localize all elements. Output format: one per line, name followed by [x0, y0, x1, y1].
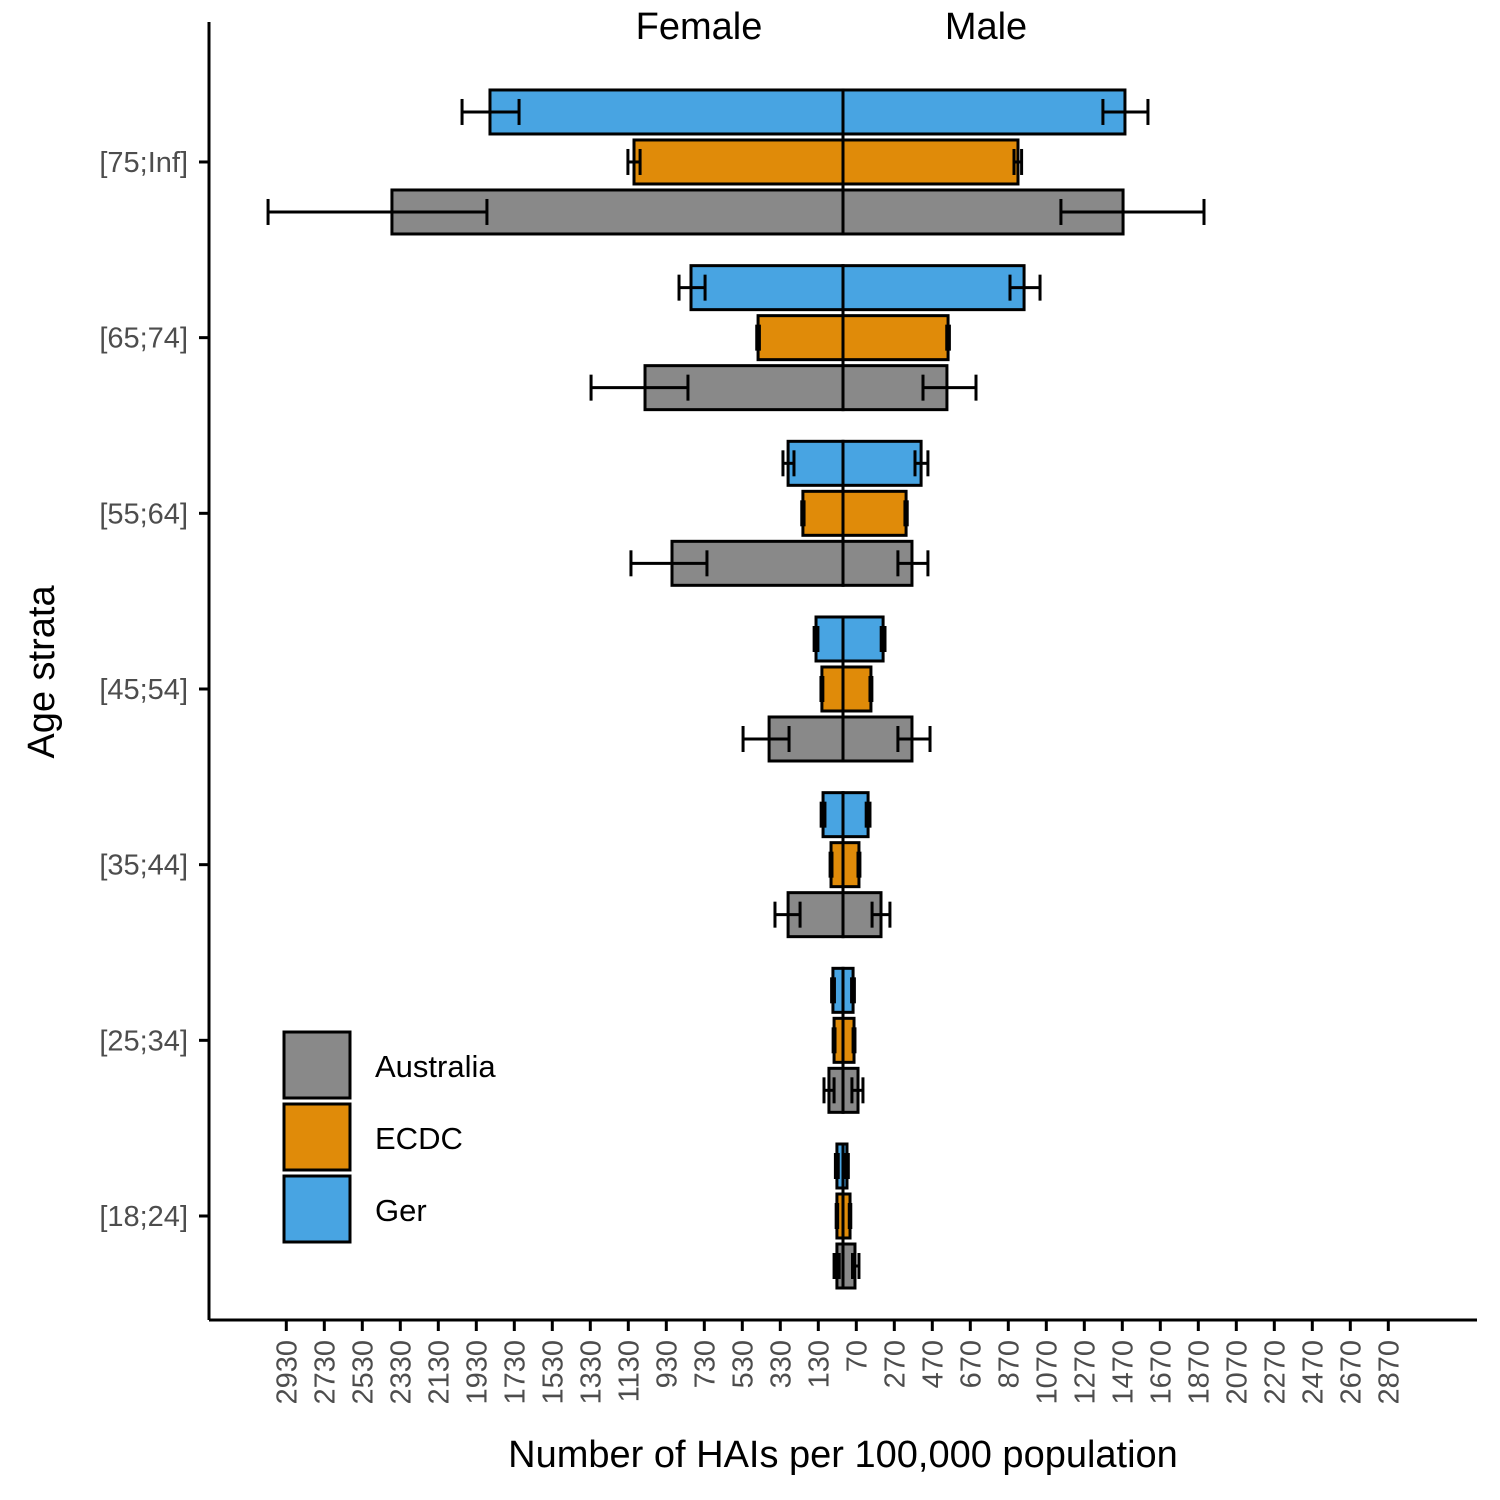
x-tick-label: 2670: [1335, 1340, 1367, 1405]
x-ticks: 2930 2730 2530 2330 2130 1930 1730 1530 1330 1130…: [271, 1320, 1405, 1405]
bar-male-ger: [841, 615, 885, 663]
male-label: Male: [945, 6, 1027, 48]
x-tick-label: 930: [651, 1340, 683, 1388]
bar-female-ger: [689, 264, 845, 312]
x-tick-label: 70: [841, 1340, 873, 1372]
x-tick-label: 2730: [309, 1340, 341, 1405]
legend-key-ecdc: [282, 1102, 352, 1172]
bar-female-ecdc: [801, 489, 845, 537]
bar-male-ger: [841, 88, 1127, 136]
bar-female-ecdc: [632, 138, 845, 186]
y-tick-label: [65;74]: [99, 323, 188, 355]
x-tick-label: 1470: [1107, 1340, 1139, 1405]
y-ticks: [18;24] [25;34] [35;44] [45;54] [55;64] [65;7…: [99, 147, 209, 1233]
bar-male-ecdc: [841, 665, 873, 713]
x-tick-label: 2130: [423, 1340, 455, 1405]
legend-key-ger: [282, 1174, 352, 1244]
bar-male-ger: [841, 439, 923, 487]
x-tick-label: 1870: [1183, 1340, 1215, 1405]
x-tick-label: 1530: [537, 1340, 569, 1405]
y-tick-label: [35;44]: [99, 850, 188, 882]
legend-key-australia: [282, 1030, 352, 1100]
y-tick-label: [75;Inf]: [99, 147, 188, 179]
x-tick-label: 2270: [1259, 1340, 1291, 1405]
bar-male-ger: [841, 264, 1026, 312]
bar-male-ger: [841, 791, 870, 839]
axes-layer: [207, 22, 1477, 1322]
female-label: Female: [636, 6, 763, 48]
bar-female-ecdc: [756, 314, 845, 362]
y-axis-title: Age strata: [21, 585, 63, 759]
bar-female-ger: [488, 88, 845, 136]
x-tick-label: 2470: [1297, 1340, 1329, 1405]
y-tick-label: [18;24]: [99, 1201, 188, 1233]
x-tick-label: 2930: [271, 1340, 303, 1405]
bars-layer: [266, 88, 1206, 1290]
legend: Australia ECDC Ger: [282, 1030, 496, 1244]
y-tick-label: [25;34]: [99, 1025, 188, 1057]
x-tick-label: 1130: [613, 1340, 645, 1402]
y-tick-label: [45;54]: [99, 674, 188, 706]
x-axis-title: Number of HAIs per 100,000 population: [508, 1434, 1178, 1476]
x-tick-label: 1930: [461, 1340, 493, 1405]
x-tick-label: 670: [955, 1340, 987, 1388]
x-tick-label: 2870: [1373, 1340, 1405, 1405]
legend-label-australia: Australia: [375, 1049, 496, 1084]
legend-label-ger: Ger: [375, 1193, 427, 1228]
bar-female-australia: [767, 715, 845, 763]
y-tick-label: [55;64]: [99, 498, 188, 530]
x-tick-label: 1730: [499, 1340, 531, 1405]
x-tick-label: 530: [727, 1340, 759, 1388]
x-tick-label: 870: [993, 1340, 1025, 1388]
x-tick-label: 130: [803, 1340, 835, 1388]
bar-male-ecdc: [841, 138, 1020, 186]
x-tick-label: 1670: [1145, 1340, 1177, 1405]
x-tick-label: 1330: [575, 1340, 607, 1405]
x-tick-label: 2330: [385, 1340, 417, 1405]
x-tick-label: 730: [689, 1340, 721, 1388]
x-tick-label: 270: [879, 1340, 911, 1388]
x-tick-label: 330: [765, 1340, 797, 1388]
bar-female-ger: [814, 615, 845, 663]
x-tick-label: 1070: [1031, 1340, 1063, 1405]
bar-female-ger: [786, 439, 845, 487]
bar-male-ecdc: [841, 489, 908, 537]
x-tick-label: 470: [917, 1340, 949, 1388]
bar-male-ecdc: [841, 314, 950, 362]
x-tick-label: 2070: [1221, 1340, 1253, 1405]
bar-female-ecdc: [820, 665, 845, 713]
legend-label-ecdc: ECDC: [375, 1121, 463, 1156]
x-tick-label: 1270: [1069, 1340, 1101, 1405]
x-tick-label: 2530: [347, 1340, 379, 1405]
